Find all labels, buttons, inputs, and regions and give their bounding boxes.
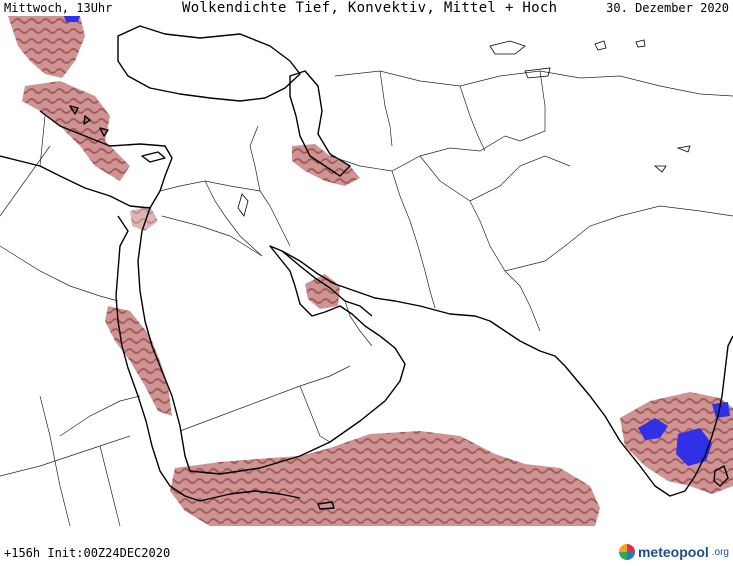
model-run-info: +156h Init:00Z24DEC2020 xyxy=(4,546,171,560)
cloud-south-india xyxy=(620,392,733,494)
cloud-balkans xyxy=(8,16,85,78)
map-footer: +156h Init:00Z24DEC2020 meteopool .org xyxy=(0,526,733,566)
forecast-day-label: Mittwoch, 13Uhr xyxy=(4,1,113,15)
convective-cell-balkans xyxy=(64,16,80,22)
meteopool-logo-icon xyxy=(618,544,635,560)
cloud-sinai xyxy=(130,206,158,231)
cloud-iran-north xyxy=(292,144,360,186)
convective-layer xyxy=(64,16,730,466)
map-title: Wolkendichte Tief, Konvektiv, Mittel + H… xyxy=(182,0,558,16)
brand-name: meteopool xyxy=(637,544,709,560)
cloud-aegean xyxy=(22,81,130,181)
convective-cell-india-3 xyxy=(712,402,730,418)
cloud-arabian-sea xyxy=(170,431,600,526)
weather-map xyxy=(0,16,733,526)
cloud-gulf xyxy=(305,274,340,309)
coastlines xyxy=(0,25,733,510)
brand-tld: .org xyxy=(711,546,729,558)
forecast-date-label: 30. Dezember 2020 xyxy=(606,1,729,15)
cloud-red-sea xyxy=(105,306,172,416)
brand-logo[interactable]: meteopool .org xyxy=(618,544,729,560)
cloud-cover-layer xyxy=(8,16,733,526)
lakes xyxy=(237,39,691,217)
country-borders xyxy=(0,70,733,526)
convective-cell-india-2 xyxy=(676,428,712,466)
convective-cell-india-1 xyxy=(638,418,668,440)
